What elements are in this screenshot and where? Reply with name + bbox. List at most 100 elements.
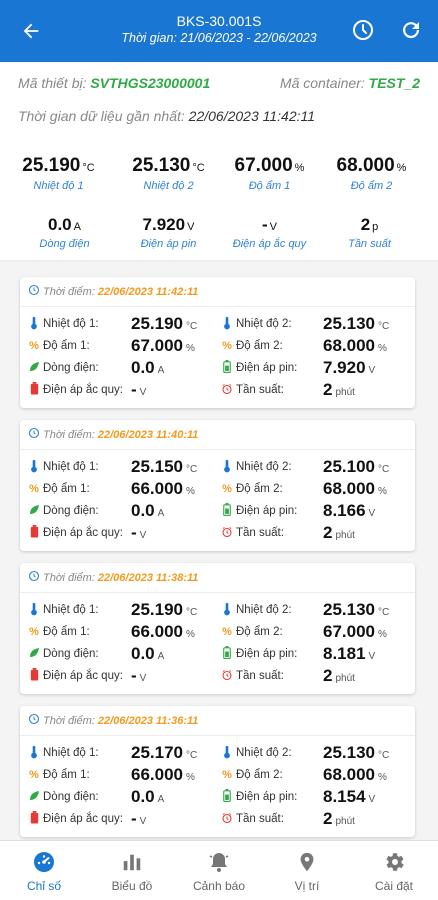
- nav-item-cai-dat[interactable]: Cài đặt: [350, 849, 438, 893]
- record-card[interactable]: Thời điểm: 22/06/2023 11:40:11 Nhiệt độ 1:…: [20, 420, 415, 551]
- record-field-unit: V: [368, 365, 376, 376]
- record-field-value-line: 66.000%: [131, 622, 195, 642]
- record-field-hum1: % Độ ẩm 1: 66.000%: [28, 478, 195, 500]
- refresh-button[interactable]: [397, 16, 425, 44]
- location-pin-icon: [300, 852, 314, 872]
- summary-hum1-unit: %: [294, 162, 305, 174]
- record-field-unit: phút: [335, 530, 355, 541]
- thermometer-icon: [221, 745, 233, 762]
- record-field-unit: A: [157, 365, 165, 376]
- record-field-unit: °C: [378, 607, 390, 618]
- record-field-value: 25.130: [323, 314, 375, 333]
- nav-item-bieu-do[interactable]: Biểu đồ: [88, 849, 176, 893]
- record-field-value-line: 8.154 V: [323, 787, 375, 807]
- record-field-unit: %: [378, 772, 387, 783]
- summary-hum2-unit: %: [396, 162, 407, 174]
- page-subtitle: Thời gian: 21/06/2023 - 22/06/2023: [121, 31, 317, 45]
- summary-temp2-value-line: 25.130 °C: [114, 155, 223, 177]
- record-field-label: Điện áp pin:: [236, 648, 298, 660]
- container-code-label: Mã container:: [279, 75, 365, 91]
- record-field-unit: V: [139, 387, 147, 398]
- record-field-current: Dòng điện: 0.0 A: [28, 786, 164, 808]
- record-field-value: 66.000: [131, 479, 183, 498]
- history-button[interactable]: [349, 16, 377, 44]
- summary-current: 0.0 A Dòng điện: [10, 215, 119, 250]
- record-field-value: 2: [323, 523, 333, 542]
- record-field-label: Độ ẩm 2:: [236, 483, 283, 495]
- accumulator-icon: [28, 811, 40, 827]
- record-field-value-line: 25.150 °C: [131, 457, 197, 477]
- summary-battery-value: 7.920: [142, 215, 186, 234]
- record-field-label: Độ ẩm 1:: [43, 626, 90, 638]
- record-field-temp2: Nhiệt độ 2: 25.130 °C: [221, 313, 389, 335]
- app-bar: BKS-30.001S Thời gian: 21/06/2023 - 22/0…: [0, 0, 438, 62]
- record-field-label: Độ ẩm 2:: [236, 626, 283, 638]
- record-field-label: Độ ẩm 1:: [43, 340, 90, 352]
- record-card[interactable]: Thời điểm: 22/06/2023 11:42:11 Nhiệt độ 1:…: [20, 277, 415, 408]
- device-code: Mã thiết bị: SVTHGS23000001: [18, 75, 210, 91]
- bar-chart-icon: [123, 854, 141, 871]
- record-field-hum1: % Độ ẩm 1: 66.000%: [28, 764, 195, 786]
- percent-icon: %: [222, 626, 232, 638]
- back-button[interactable]: [14, 14, 48, 48]
- summary-temp2: 25.130 °C Nhiệt độ 2: [114, 155, 223, 192]
- content-area[interactable]: Mã thiết bị: SVTHGS23000001 Mã container…: [0, 62, 438, 840]
- record-field-temp1: Nhiệt độ 1: 25.150 °C: [28, 456, 197, 478]
- record-field-unit: A: [157, 508, 165, 519]
- record-timestamp: 22/06/2023 11:38:11: [97, 571, 199, 584]
- record-field-value: -: [131, 380, 137, 399]
- page-title: BKS-30.001S: [176, 13, 262, 29]
- record-field-unit: °C: [186, 464, 198, 475]
- record-field-label: Điện áp ắc quy:: [43, 527, 123, 539]
- nav-item-chi-so[interactable]: Chỉ số: [0, 849, 88, 893]
- record-field-value-line: 2 phút: [323, 666, 355, 686]
- record-field-label: Nhiệt độ 1:: [43, 604, 99, 616]
- record-card-header: Thời điểm: 22/06/2023 11:38:11: [20, 563, 415, 593]
- nav-item-vi-tri[interactable]: Vị trí: [263, 849, 351, 893]
- record-card[interactable]: Thời điểm: 22/06/2023 11:36:11 Nhiệt độ 1:…: [20, 706, 415, 837]
- record-field-label: Nhiệt độ 1:: [43, 318, 99, 330]
- summary-hum2-value-line: 68.000%: [317, 155, 426, 177]
- accumulator-icon: [28, 382, 40, 398]
- record-field-value: 0.0: [131, 358, 155, 377]
- record-field-value-line: 2 phút: [323, 380, 355, 400]
- summary-battery: 7.920 V Điện áp pin: [114, 215, 223, 250]
- record-field-hum1: % Độ ẩm 1: 66.000%: [28, 621, 195, 643]
- record-field-value: 25.130: [323, 743, 375, 762]
- percent-icon: %: [29, 626, 39, 638]
- record-field-value: 8.166: [323, 501, 366, 520]
- back-arrow-icon: [23, 23, 39, 39]
- record-card[interactable]: Thời điểm: 22/06/2023 11:38:11 Nhiệt độ 1:…: [20, 563, 415, 694]
- record-field-temp1: Nhiệt độ 1: 25.190 °C: [28, 313, 197, 335]
- nav-label-canh-bao: Cảnh báo: [192, 879, 246, 893]
- record-card-header: Thời điểm: 22/06/2023 11:40:11: [20, 420, 415, 450]
- summary-hum1: 67.000% Độ ẩm 1: [215, 155, 324, 192]
- record-values: Nhiệt độ 1: 25.190 °C Nhiệt độ 2: 25.130 °C% Đ…: [20, 593, 415, 693]
- nav-icon-wrap: [350, 849, 438, 875]
- record-field-label: Điện áp ắc quy:: [43, 384, 123, 396]
- record-field-unit: phút: [335, 673, 355, 684]
- summary-battery-unit: V: [187, 221, 195, 233]
- record-field-value-line: 7.920 V: [323, 358, 375, 378]
- record-field-value-line: 25.100 °C: [323, 457, 389, 477]
- thermometer-icon: [221, 602, 233, 619]
- record-field-value-line: -V: [131, 523, 146, 543]
- record-field-label: Điện áp pin:: [236, 362, 298, 374]
- summary-hum1-label: Độ ẩm 1: [248, 180, 291, 192]
- record-field-unit: °C: [378, 464, 390, 475]
- nav-item-canh-bao[interactable]: Cảnh báo: [175, 849, 263, 893]
- record-field-value-line: 25.190 °C: [131, 314, 197, 334]
- record-field-value-line: 0.0 A: [131, 358, 164, 378]
- record-field-value-line: 8.181 V: [323, 644, 375, 664]
- record-field-battery: Điện áp pin: 8.154 V: [221, 786, 375, 808]
- record-field-temp1: Nhiệt độ 1: 25.190 °C: [28, 599, 197, 621]
- record-field-unit: °C: [186, 607, 198, 618]
- battery-icon: [221, 646, 233, 662]
- record-field-battery: Điện áp pin: 7.920 V: [221, 357, 375, 379]
- record-field-value-line: 67.000%: [131, 336, 195, 356]
- record-field-value: 66.000: [131, 765, 183, 784]
- summary-accu-label: Điện áp ắc quy: [232, 238, 307, 250]
- record-field-label: Nhiệt độ 2:: [236, 747, 292, 759]
- record-field-value-line: -V: [131, 809, 146, 829]
- summary-temp1-label: Nhiệt độ 1: [33, 180, 84, 192]
